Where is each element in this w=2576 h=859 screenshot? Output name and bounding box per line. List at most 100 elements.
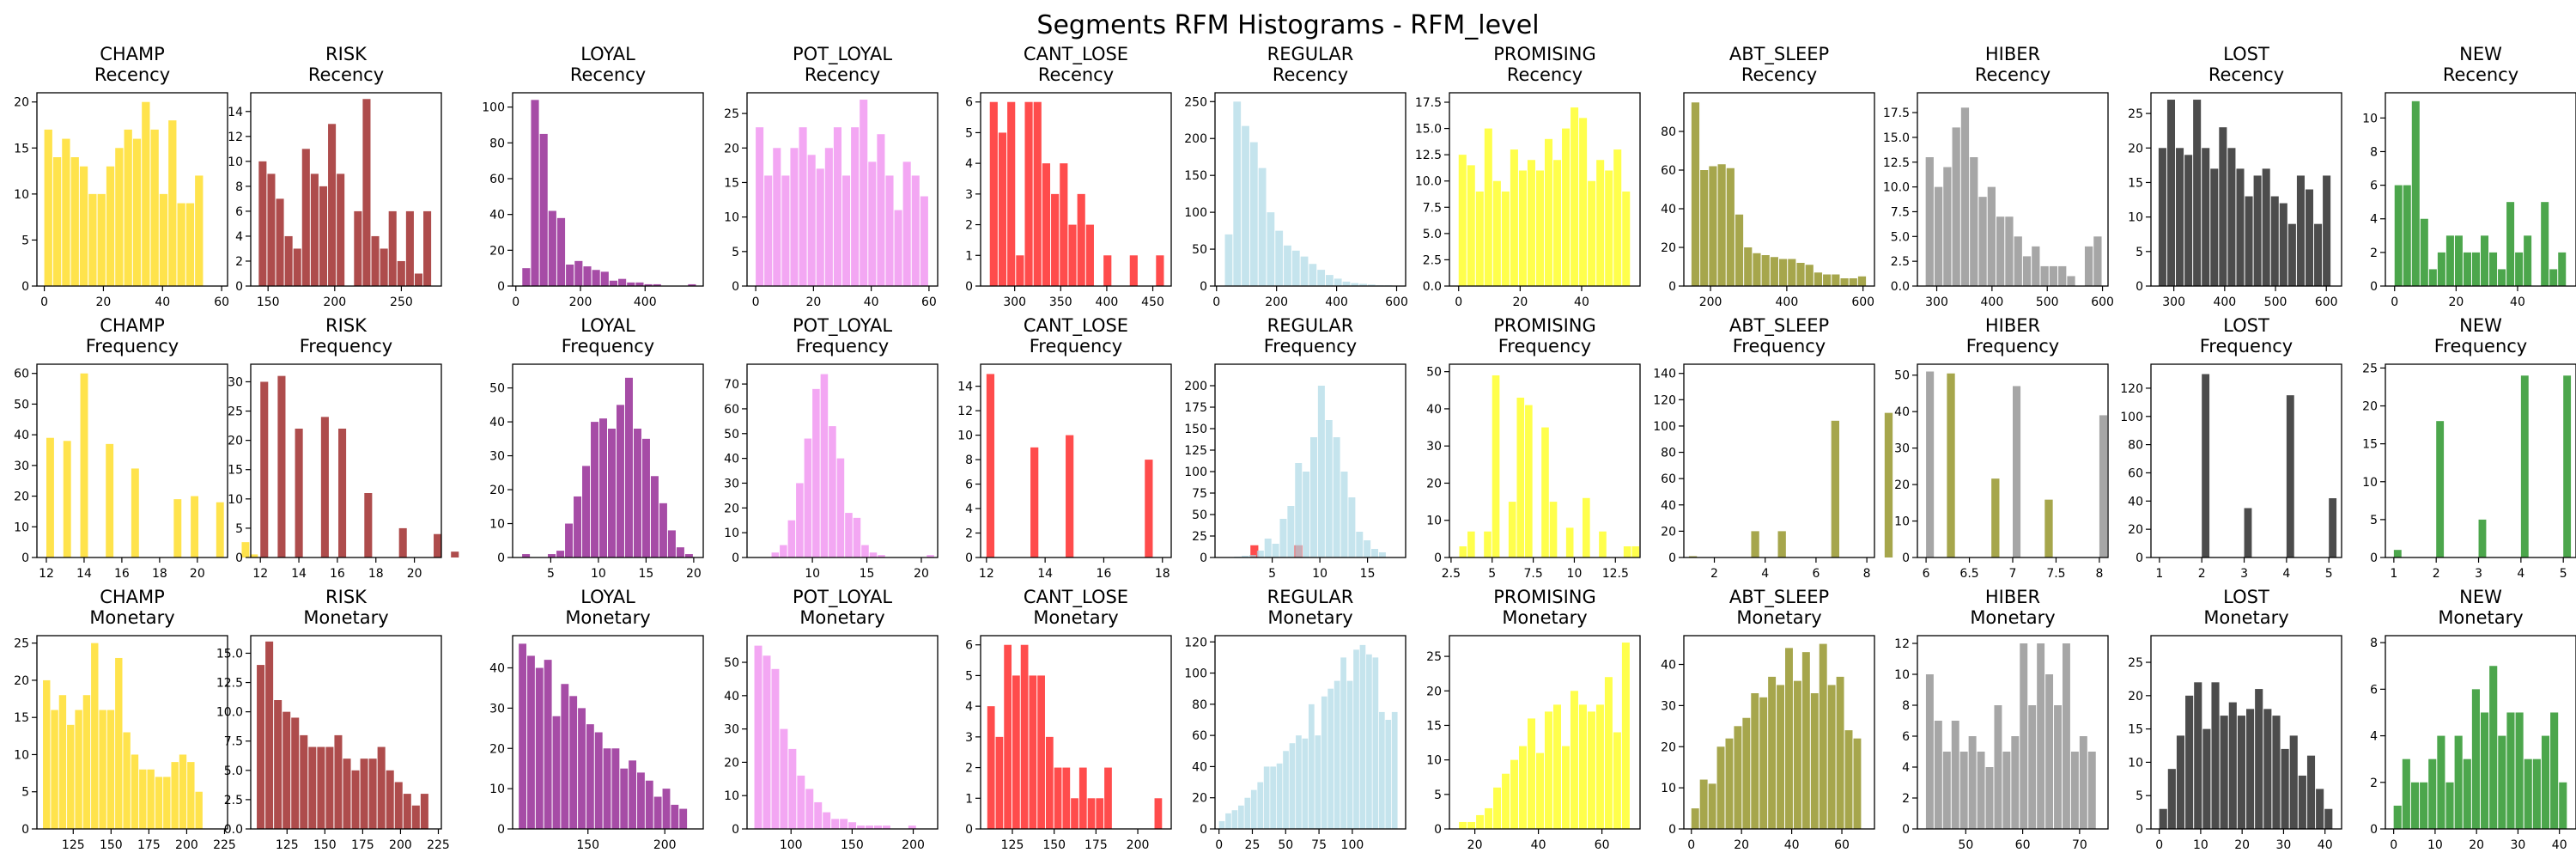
histogram-bar (684, 554, 693, 557)
y-tick-label: 250 (1184, 95, 1207, 109)
y-tick-label: 12.5 (1883, 156, 1910, 170)
y-tick-label: 5 (1434, 789, 1442, 802)
x-tick-label: 10 (2427, 838, 2443, 852)
y-tick-label: 2 (965, 219, 973, 233)
histogram-bar (1578, 704, 1587, 829)
histogram-bar (2296, 175, 2305, 286)
y-tick-label: 20 (489, 742, 505, 756)
histogram-bar (2244, 508, 2252, 557)
histogram-bar (1549, 502, 1558, 557)
subplot-title: Recency (1273, 64, 1348, 85)
histogram-bar (2403, 185, 2411, 286)
histogram-bar (676, 547, 684, 557)
y-tick-label: 5 (21, 234, 29, 247)
y-tick-label: 6 (1902, 730, 1910, 744)
histogram-bar (2324, 808, 2333, 829)
histogram-bar (1042, 163, 1051, 286)
histogram-bar (43, 679, 51, 829)
histogram-bar (1068, 224, 1077, 286)
histogram-bar (403, 794, 411, 829)
histogram-bar (398, 527, 407, 557)
axes-frame (980, 92, 1172, 287)
x-tick-label: 600 (1385, 295, 1408, 309)
x-tick-label: 0 (1687, 838, 1695, 852)
histogram-bar (2279, 203, 2287, 286)
y-tick-label: 20 (724, 756, 739, 770)
histogram-bar (1366, 654, 1372, 829)
histogram-bar (1734, 726, 1742, 829)
subplot-title: Frequency (2434, 336, 2528, 356)
histogram-bar (644, 283, 653, 286)
histogram-bar (123, 732, 131, 829)
histogram-bar (653, 283, 661, 286)
x-tick-label: 40 (155, 295, 170, 309)
x-tick-label: 225 (427, 838, 450, 852)
x-tick-label: 20 (2448, 295, 2464, 309)
histogram-bar (1467, 531, 1475, 557)
histogram-bar (1279, 519, 1287, 557)
y-tick-label: 5.0 (224, 765, 243, 778)
histogram-bar (2219, 127, 2227, 286)
histogram-bar (1717, 164, 1726, 286)
y-tick-label: 0 (21, 823, 29, 837)
y-tick-label: 25 (2128, 107, 2143, 121)
axes-frame (2150, 635, 2342, 830)
histogram-bar (1796, 263, 1805, 286)
histogram-bar (1708, 783, 1716, 829)
histogram-bar (902, 161, 911, 286)
histogram-bar (1493, 787, 1502, 829)
subplot-title: LOST (2223, 315, 2269, 336)
histogram-bar (637, 772, 645, 829)
histogram-bar (780, 728, 788, 829)
histogram-bar (1270, 766, 1276, 829)
histogram-bar (70, 157, 79, 286)
histogram-bar (635, 282, 644, 286)
x-tick-label: 20 (407, 567, 422, 581)
y-tick-label: 10 (724, 789, 739, 803)
histogram-bar (2228, 702, 2237, 829)
histogram-bar (633, 429, 641, 557)
histogram-bar (866, 825, 874, 829)
histogram-bar (1699, 779, 1708, 829)
histogram-bar (1295, 463, 1303, 557)
histogram-bar (62, 138, 70, 286)
histogram-bar (99, 710, 106, 829)
x-tick-label: 5 (1488, 567, 1496, 581)
subplot-title: RISK (325, 315, 368, 336)
histogram-bar (1793, 680, 1801, 829)
histogram-bar (1761, 255, 1770, 286)
histogram-bar (364, 493, 373, 557)
histogram-bar (2270, 196, 2279, 286)
histogram-bar (1263, 766, 1270, 829)
histogram-bar (2087, 752, 2096, 829)
y-tick-label: 6 (965, 96, 973, 110)
histogram-bar (260, 381, 269, 557)
x-tick-label: 0 (2391, 295, 2398, 309)
subplot-title: HIBER (1985, 315, 2040, 336)
histogram-bar (535, 667, 544, 829)
y-tick-label: 50 (1192, 509, 1207, 522)
histogram-bar (1688, 556, 1698, 557)
histogram-bar (2028, 705, 2037, 829)
subplot-title: Recency (1507, 64, 1583, 85)
histogram-bar (150, 129, 159, 286)
subplot-title: Monetary (303, 607, 388, 628)
subplot-title: Monetary (1033, 607, 1118, 628)
histogram-bar (1275, 230, 1284, 286)
y-tick-label: 100 (1184, 206, 1207, 220)
histogram-bar (2079, 736, 2087, 829)
histogram-bar (2549, 269, 2558, 286)
x-tick-label: 100 (780, 838, 803, 852)
x-tick-label: 6 (1923, 567, 1930, 581)
axes-frame (2150, 363, 2342, 558)
y-tick-label: 2.5 (224, 794, 243, 807)
y-tick-label: 0 (1200, 551, 1207, 565)
histogram-bar (2166, 100, 2176, 287)
y-tick-label: 0 (1434, 823, 1442, 837)
y-tick-label: 120 (2120, 382, 2143, 396)
histogram-bar (216, 502, 224, 557)
histogram-bar (1518, 170, 1527, 286)
